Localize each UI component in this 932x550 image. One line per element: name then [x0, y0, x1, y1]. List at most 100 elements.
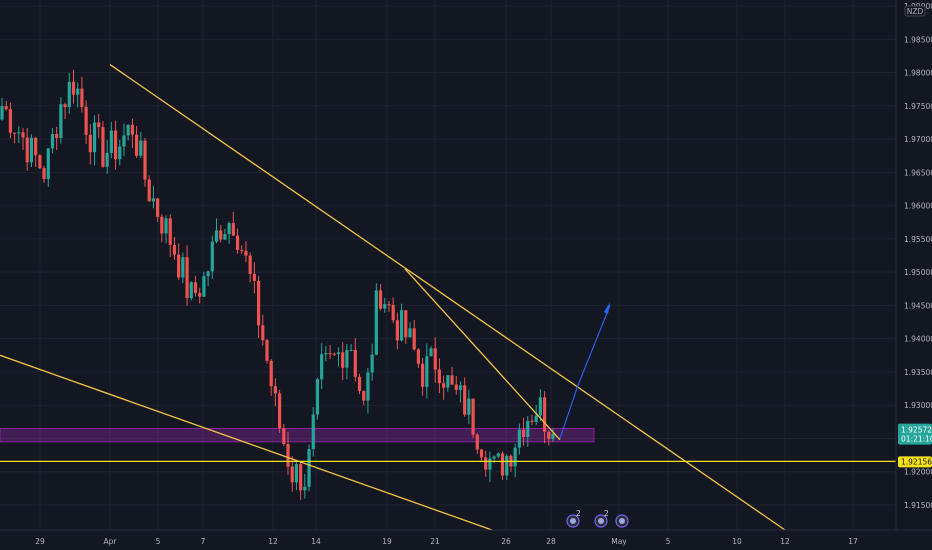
currency-label: NZD: [907, 7, 924, 16]
support-zone: [0, 427, 595, 443]
candle-body: [248, 255, 252, 274]
candle-body: [134, 134, 139, 156]
candle-body: [181, 257, 185, 278]
candle-body: [256, 280, 261, 326]
projection-arrowhead: [604, 302, 610, 315]
candle-body: [299, 464, 303, 491]
time-tick-label: 12: [268, 537, 278, 546]
time-tick-label: 10: [732, 537, 742, 546]
candle-body: [307, 449, 311, 487]
time-tick-label: 19: [382, 537, 392, 546]
candle-body: [84, 106, 88, 135]
candle-body: [450, 375, 454, 385]
candle-body: [244, 250, 248, 256]
candle-body: [421, 363, 425, 387]
candle-body: [231, 223, 235, 236]
candle-body: [294, 464, 299, 483]
trendline-lower: [0, 354, 493, 531]
candle-body: [122, 135, 126, 147]
candle-body: [50, 134, 55, 149]
candle-body: [282, 428, 286, 445]
time-tick-label: 29: [35, 537, 45, 546]
time-tick-label: 7: [201, 537, 206, 546]
candle-body: [118, 146, 122, 160]
candle-body: [240, 249, 244, 251]
candle-body: [67, 81, 71, 108]
candle-body: [97, 122, 101, 128]
event-badge: 2: [604, 509, 609, 518]
candle-body: [172, 244, 177, 255]
candle-body: [383, 304, 387, 309]
candle-body: [479, 449, 484, 458]
candle-body: [425, 356, 429, 387]
candle-body: [454, 384, 458, 390]
candle-body: [59, 104, 63, 138]
candle-body: [399, 310, 404, 341]
candle-body: [530, 420, 534, 422]
candle-body: [458, 385, 463, 390]
candle-body: [542, 397, 547, 432]
event-icon-glyph: [598, 518, 604, 524]
candle-body: [357, 376, 362, 391]
price-tick-label: 1.93000: [904, 401, 932, 410]
candle-body: [311, 414, 315, 450]
time-tick-label: Apr: [104, 537, 118, 546]
candle-body: [345, 349, 349, 368]
candle-body: [408, 328, 412, 338]
event-icon-glyph: [570, 518, 576, 524]
candle-body: [471, 398, 475, 435]
candle-body: [484, 457, 488, 470]
candle-body: [341, 352, 345, 368]
candle-body: [273, 386, 277, 394]
candle-body: [362, 390, 366, 401]
price-tick-label: 1.96000: [904, 202, 932, 211]
candle-body: [538, 397, 542, 416]
candle-body: [505, 455, 509, 476]
candle-body: [177, 254, 181, 278]
candle-body: [156, 198, 160, 217]
candle-body: [235, 235, 240, 250]
price-tick-label: 1.98500: [904, 35, 932, 44]
candle-body: [76, 88, 80, 95]
candle-body: [513, 447, 517, 467]
price-tick-label: 1.91500: [904, 501, 932, 510]
price-tick-label: 1.94000: [904, 335, 932, 344]
candle-body: [492, 456, 496, 459]
candle-body: [286, 444, 290, 467]
time-tick-label: 26: [501, 537, 511, 546]
candle-body: [189, 282, 193, 299]
candle-body: [366, 372, 370, 401]
candle-body: [437, 369, 442, 384]
trendline-inner: [404, 268, 561, 441]
candle-body: [13, 132, 17, 134]
candle-body: [387, 304, 391, 306]
projection-path: [559, 305, 611, 439]
candle-body: [139, 140, 143, 156]
candle-body: [164, 218, 168, 234]
candle-body: [475, 434, 479, 450]
candle-body: [467, 398, 471, 415]
countdown-value: 01:21:10: [901, 435, 932, 444]
level-price-value: 1.92156: [901, 457, 932, 466]
candle-body: [80, 88, 84, 107]
candle-body: [185, 257, 189, 299]
candle-body: [442, 383, 446, 388]
candle-body: [521, 429, 526, 437]
candle-body: [214, 230, 219, 242]
candle-body: [374, 290, 378, 355]
time-axis[interactable]: [0, 530, 896, 550]
candle-body: [17, 132, 21, 134]
candle-body: [92, 122, 97, 153]
candle-body: [113, 130, 118, 160]
candle-body: [391, 304, 395, 321]
candle-body: [227, 223, 231, 235]
candle-body: [328, 353, 332, 355]
candle-body: [303, 486, 307, 491]
currency-badge: [904, 5, 926, 17]
candle-body: [315, 379, 320, 415]
candle-body: [206, 271, 210, 277]
candle-body: [25, 137, 29, 163]
